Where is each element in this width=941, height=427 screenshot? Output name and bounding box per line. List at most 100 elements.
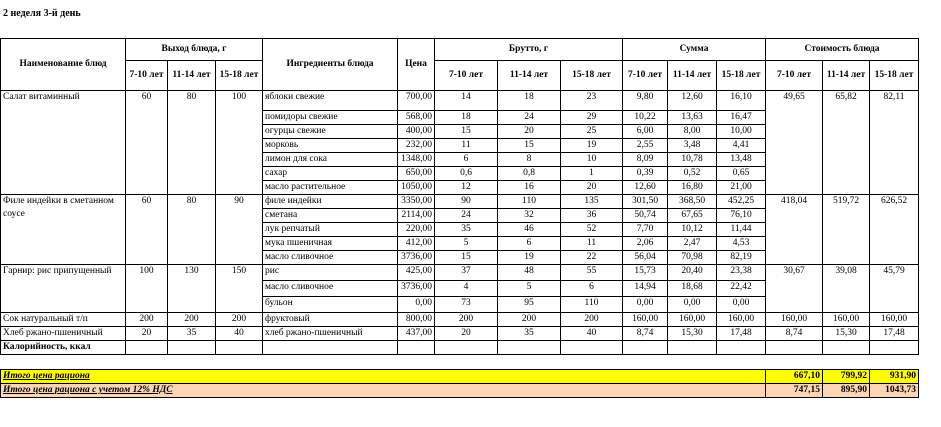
- cell: 17,48: [869, 326, 920, 341]
- row: мука пшеничная 412,00 5 6 11 2,06 2,47 4,53: [1, 236, 919, 251]
- cell: 200: [125, 312, 168, 327]
- cell: 20: [434, 326, 498, 341]
- cell: 800,00: [397, 312, 435, 327]
- cell: [125, 340, 168, 355]
- cell: филе индейки: [262, 194, 398, 209]
- cell: 160,00: [622, 312, 669, 327]
- cell: 200: [559, 312, 624, 327]
- cell: 73: [434, 296, 498, 313]
- cell: 3,48: [667, 138, 718, 153]
- cell: Стоимость блюда: [765, 38, 920, 61]
- cell: 15,73: [622, 264, 669, 281]
- cell: 8,09: [622, 152, 669, 167]
- cell: 130: [167, 264, 216, 313]
- cell: 12,60: [667, 90, 718, 111]
- cell: масло растительное: [262, 180, 398, 195]
- cell: 368,50: [667, 194, 718, 209]
- cell: помидоры свежие: [262, 110, 398, 125]
- row: сахар 650,00 0,6 0,8 1 0,39 0,52 0,65: [1, 166, 919, 181]
- cell: 15-18 лет: [869, 60, 920, 91]
- cell: 418,04: [765, 194, 824, 265]
- cell: 16: [497, 180, 561, 195]
- cell: масло сливочное: [262, 280, 398, 297]
- cell: 4,41: [716, 138, 767, 153]
- cell: 19: [559, 138, 624, 153]
- cell: [1, 355, 919, 370]
- cell: 11-14 лет: [497, 60, 561, 91]
- cell: 10,22: [622, 110, 669, 125]
- cell: 49,65: [765, 90, 824, 195]
- cell: 3736,00: [397, 280, 435, 297]
- cell: 519,72: [822, 194, 871, 265]
- row: Сок натуральный т/п 200 200 200 фруктовый 800…: [0, 312, 920, 327]
- cell: 160,00: [667, 312, 718, 327]
- cell: 50,74: [622, 208, 669, 223]
- cell: 0,6: [434, 166, 498, 181]
- cell: 0,00: [397, 296, 435, 313]
- row: Гарнир: рис припущенный 100 130 150 рис 425,0…: [0, 264, 920, 313]
- cell: 23: [559, 90, 624, 111]
- cell: 6,00: [622, 124, 669, 139]
- cell: 16,47: [716, 110, 767, 125]
- cell: 200: [215, 312, 263, 327]
- cell: Сумма: [622, 38, 767, 61]
- cell: 799,92: [822, 369, 871, 384]
- row: Хлеб ржано-пшеничный 20 35 40 хлеб ржано-пше…: [0, 326, 920, 341]
- cell: 6: [497, 236, 561, 251]
- cell: 452,25: [716, 194, 767, 209]
- cell: Салат витаминный: [0, 90, 126, 195]
- cell: 52: [559, 222, 624, 237]
- cell: 15: [434, 124, 498, 139]
- cell: 160,00: [716, 312, 767, 327]
- cell: 24: [497, 110, 561, 125]
- cell: 0,39: [622, 166, 669, 181]
- cell: 8,74: [622, 326, 669, 341]
- cell: 19: [497, 250, 561, 265]
- cell: 220,00: [397, 222, 435, 237]
- row: Салат витаминный 60 80 100 яблоки свежие 700,…: [0, 90, 920, 195]
- cell: огурцы свежие: [262, 124, 398, 139]
- cell: 60: [125, 90, 168, 195]
- cell: 36: [559, 208, 624, 223]
- row: масло сливочное 3736,00 15 19 22 56,04 70,98 82…: [1, 250, 919, 265]
- cell: [869, 340, 920, 355]
- row: бульон 0,00 73 95 110 0,00 0,00 0,00: [1, 296, 919, 313]
- cell: 2114,00: [397, 208, 435, 223]
- cell: Ингредиенты блюда: [262, 38, 398, 91]
- cell: 0,8: [497, 166, 561, 181]
- cell: 11-14 лет: [167, 60, 216, 91]
- cell: 1348,00: [397, 152, 435, 167]
- cell: 3736,00: [397, 250, 435, 265]
- cell: 12: [434, 180, 498, 195]
- cell: Хлеб ржано-пшеничный: [0, 326, 126, 341]
- cell: сахар: [262, 166, 398, 181]
- cell: 895,90: [822, 383, 871, 398]
- cell: 100: [215, 90, 263, 195]
- cell: 35: [167, 326, 216, 341]
- cell: фруктовый: [262, 312, 398, 327]
- cell: 747,15: [765, 383, 824, 398]
- cell: [434, 340, 498, 355]
- cell: 2,47: [667, 236, 718, 251]
- cell: 22: [559, 250, 624, 265]
- cell: 5: [434, 236, 498, 251]
- cell: 3350,00: [397, 194, 435, 209]
- cell: 7-10 лет: [765, 60, 824, 91]
- cell: Гарнир: рис припущенный: [0, 264, 126, 313]
- cell: 0,65: [716, 166, 767, 181]
- cell: Выход блюда, г: [125, 38, 263, 61]
- cell: 45,79: [869, 264, 920, 313]
- cell: 100: [125, 264, 168, 313]
- row: Наименование блюд Выход блюда, г Ингредиен…: [0, 38, 920, 91]
- menu-table: Наименование блюд Выход блюда, г Ингредиен…: [0, 38, 920, 398]
- cell: 65,82: [822, 90, 871, 195]
- cell: 82,11: [869, 90, 920, 195]
- cell: 5: [497, 280, 561, 297]
- cell: [397, 340, 435, 355]
- cell: 20,40: [667, 264, 718, 281]
- cell: сметана: [262, 208, 398, 223]
- cell: 200: [434, 312, 498, 327]
- cell: Наименование блюд: [0, 38, 126, 91]
- cell: хлеб ржано-пшеничный: [262, 326, 398, 341]
- cell: 301,50: [622, 194, 669, 209]
